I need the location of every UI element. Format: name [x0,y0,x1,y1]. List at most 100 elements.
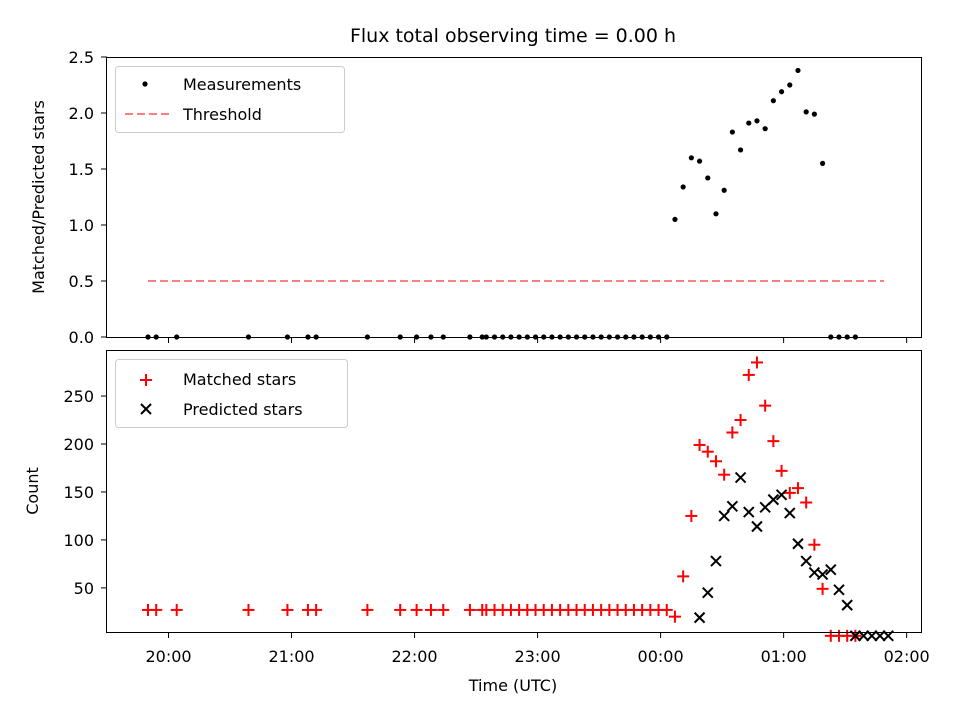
matched-star-point [242,603,255,616]
measurement-point [737,147,744,153]
measurement-point [778,89,785,95]
matched-star-point [463,603,476,616]
measurement-point [795,67,801,74]
measurement-point [746,120,752,126]
top-y-tick-label: 1.0 [69,216,94,235]
predicted-star-point [841,599,853,611]
matched-star-point [170,603,183,616]
predicted-star-point [775,489,788,501]
top-y-tick-label: 2.5 [69,48,94,67]
matched-star-point [750,356,763,369]
measurement-point [729,129,735,135]
matched-star-point [668,610,681,623]
top-plot-panel: 0.0 0.5 1.0 1.5 2.0 2.5 Matched/Predicted sta… [29,48,922,347]
top-y-tick-label: 0.0 [69,328,94,347]
predicted-star-point [825,563,837,576]
legend-predicted-label: Predicted stars [183,400,303,419]
top-y-tick-label: 0.5 [69,272,94,291]
measurement-point [811,111,817,117]
predicted-star-point [743,506,755,518]
x-tick-label: 02:00 [884,647,930,666]
legend-predicted-marker [140,403,152,415]
legend-threshold-label: Threshold [182,105,262,124]
measurement-point [762,126,768,132]
matched-star-point [800,496,813,509]
matched-star-point [424,603,437,616]
measurement-point [705,175,711,181]
predicted-star-point [718,510,730,522]
chart-title: Flux total observing time = 0.00 h [350,25,676,47]
predicted-star-point [792,538,804,550]
bottom-plot-panel: 50 100 150 200 250 20:00 21:00 22:00 23:00 00:00… [23,350,930,695]
bottom-y-tick-label: 150 [63,483,94,502]
predicted-star-point [816,568,829,581]
x-tick-label: 01:00 [761,647,807,666]
bottom-legend: Matched stars Predicted stars [115,359,348,428]
predicted-star-point [710,555,722,567]
matched-star-point [281,603,294,616]
matched-star-point [726,426,739,439]
predicted-star-point [751,520,763,533]
matched-star-point [685,509,698,522]
matched-star-point [759,399,772,412]
measurement-point [787,82,793,88]
predicted-star-point [693,611,706,624]
top-y-axis-label: Matched/Predicted stars [29,100,48,294]
predicted-star-point [784,507,796,519]
predicted-star-point [800,555,812,567]
measurement-point [680,184,686,190]
matched-star-point [767,435,780,448]
predicted-star-point [808,566,821,579]
x-tick-label: 21:00 [268,647,314,666]
top-y-tick-label: 2.0 [69,104,94,123]
bottom-y-axis: 50 100 150 200 250 [63,387,107,598]
matched-star-point [775,464,788,477]
matched-star-point [410,603,423,616]
legend-matched-label: Matched stars [183,370,296,389]
matched-star-point [734,414,747,427]
top-legend-box [115,66,345,133]
matched-star-point [808,538,821,551]
matched-star-point [816,582,829,595]
matched-star-point [310,603,323,616]
bottom-y-tick-label: 50 [74,579,94,598]
measurement-point [803,109,809,115]
measurement-point [713,211,719,217]
predicted-star-point [833,584,845,596]
top-legend: Measurements Threshold [115,66,345,133]
matched-star-point [660,603,673,616]
top-plot-frame [106,57,922,338]
predicted-star-point [702,586,714,599]
x-tick-label: 00:00 [638,647,684,666]
bottom-x-axis: 20:00 21:00 22:00 23:00 00:00 01:00 02:00 [145,632,930,666]
measurement-point [721,187,727,193]
legend-matched-marker [140,374,152,386]
measurement-point [672,216,678,222]
bottom-y-axis-label: Count [23,467,42,515]
matched-star-point [701,445,714,458]
matched-star-point [394,603,407,616]
x-tick-label: 20:00 [145,647,191,666]
matched-star-point [361,603,374,616]
measurement-point [754,118,760,124]
legend-measurements-label: Measurements [183,75,301,94]
matched-star-point [693,438,706,451]
matched-star-point [718,468,731,481]
bottom-y-tick-label: 250 [63,387,94,406]
top-y-axis: 0.0 0.5 1.0 1.5 2.0 2.5 [69,48,107,347]
bottom-y-tick-label: 100 [63,531,94,550]
matched-star-point [437,603,450,616]
bottom-y-tick-label: 200 [63,435,94,454]
measurement-point [819,160,826,166]
bottom-plot-marks [142,356,894,642]
legend-measurements-marker [142,81,148,87]
matched-star-point [742,368,755,381]
x-axis-label: Time (UTC) [468,676,557,695]
measurement-point [688,155,694,161]
top-y-tick-label: 1.5 [69,160,94,179]
matched-star-point [150,603,163,616]
bottom-legend-box [115,359,348,428]
predicted-star-point [726,500,739,513]
predicted-star-point [767,493,780,506]
